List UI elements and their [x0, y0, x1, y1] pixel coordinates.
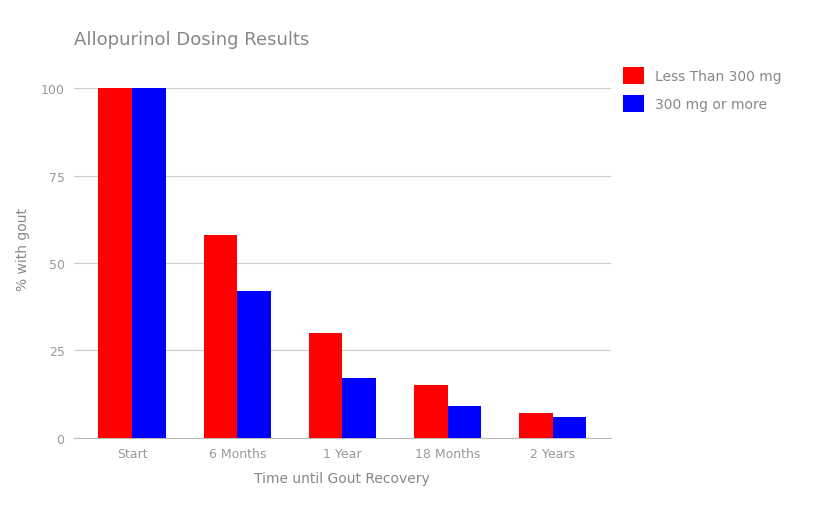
Bar	[238, 291, 271, 438]
Bar	[342, 379, 376, 438]
Bar	[519, 413, 553, 438]
Bar	[132, 89, 166, 438]
Bar	[447, 406, 481, 438]
Y-axis label: % with gout: % with gout	[16, 208, 30, 291]
X-axis label: Time until Gout Recovery: Time until Gout Recovery	[254, 471, 431, 486]
Bar	[553, 417, 587, 438]
Text: Allopurinol Dosing Results: Allopurinol Dosing Results	[74, 31, 309, 48]
Bar	[204, 236, 238, 438]
Bar	[309, 333, 342, 438]
Bar	[414, 385, 447, 438]
Legend: Less Than 300 mg, 300 mg or more: Less Than 300 mg, 300 mg or more	[623, 68, 781, 113]
Bar	[98, 89, 132, 438]
